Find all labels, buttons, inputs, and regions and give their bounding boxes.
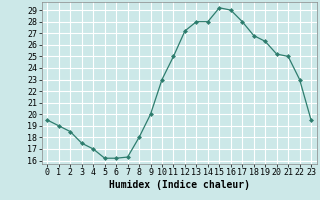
X-axis label: Humidex (Indice chaleur): Humidex (Indice chaleur)	[109, 180, 250, 190]
